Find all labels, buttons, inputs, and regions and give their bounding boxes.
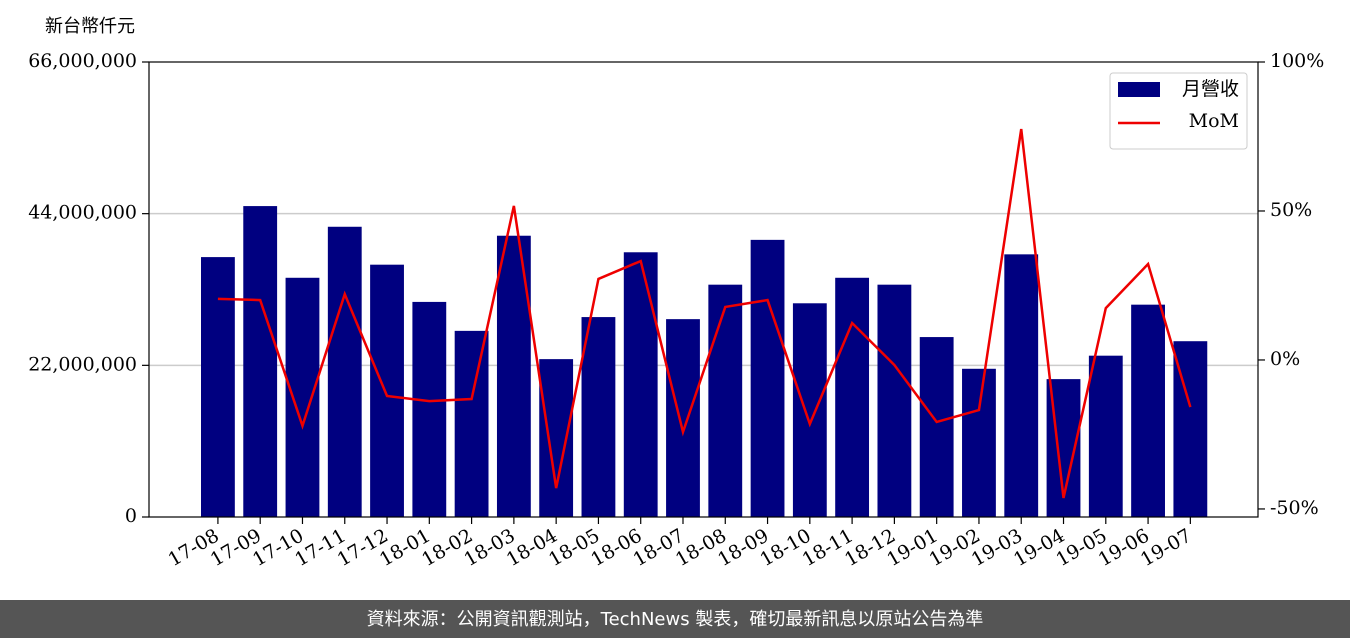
y2-tick-label: 50% (1270, 199, 1312, 221)
bar (750, 239, 785, 517)
y-tick-label: 0 (125, 505, 137, 527)
bar (962, 368, 996, 517)
footer-text: 資料來源：公開資訊觀測站，TechNews 製表，確切最新訊息以原站公告為準 (367, 609, 984, 630)
y-tick-label: 44,000,000 (28, 202, 137, 224)
y2-tick-label: -50% (1270, 497, 1319, 519)
bar (285, 277, 320, 517)
bar (877, 284, 912, 517)
line (217, 128, 1192, 499)
bar (243, 206, 278, 518)
bar (835, 277, 870, 517)
bar (539, 359, 574, 517)
y-tick-label: 66,000,000 (28, 50, 137, 72)
bar (792, 303, 827, 517)
legend-label: MoM (1189, 110, 1239, 132)
bar (581, 317, 616, 517)
bar (1004, 254, 1039, 517)
y-tick-label: 22,000,000 (28, 353, 137, 375)
bar (919, 337, 954, 517)
bar (327, 226, 362, 518)
bar (412, 301, 447, 517)
bar (201, 257, 235, 517)
bar (666, 319, 700, 517)
footer-bar (0, 600, 1350, 638)
bar (1088, 355, 1123, 517)
y2-tick-label: 100% (1270, 50, 1324, 72)
bar (370, 264, 404, 517)
bar (623, 252, 658, 518)
legend-swatch (1118, 82, 1160, 97)
y2-tick-label: 0% (1270, 348, 1300, 370)
y-axis-label: 新台幣仟元 (45, 16, 135, 37)
legend-label: 月營收 (1182, 78, 1239, 100)
bar (708, 284, 743, 517)
bar (454, 330, 489, 517)
plot-frame (148, 61, 1259, 518)
bar (1131, 304, 1165, 517)
